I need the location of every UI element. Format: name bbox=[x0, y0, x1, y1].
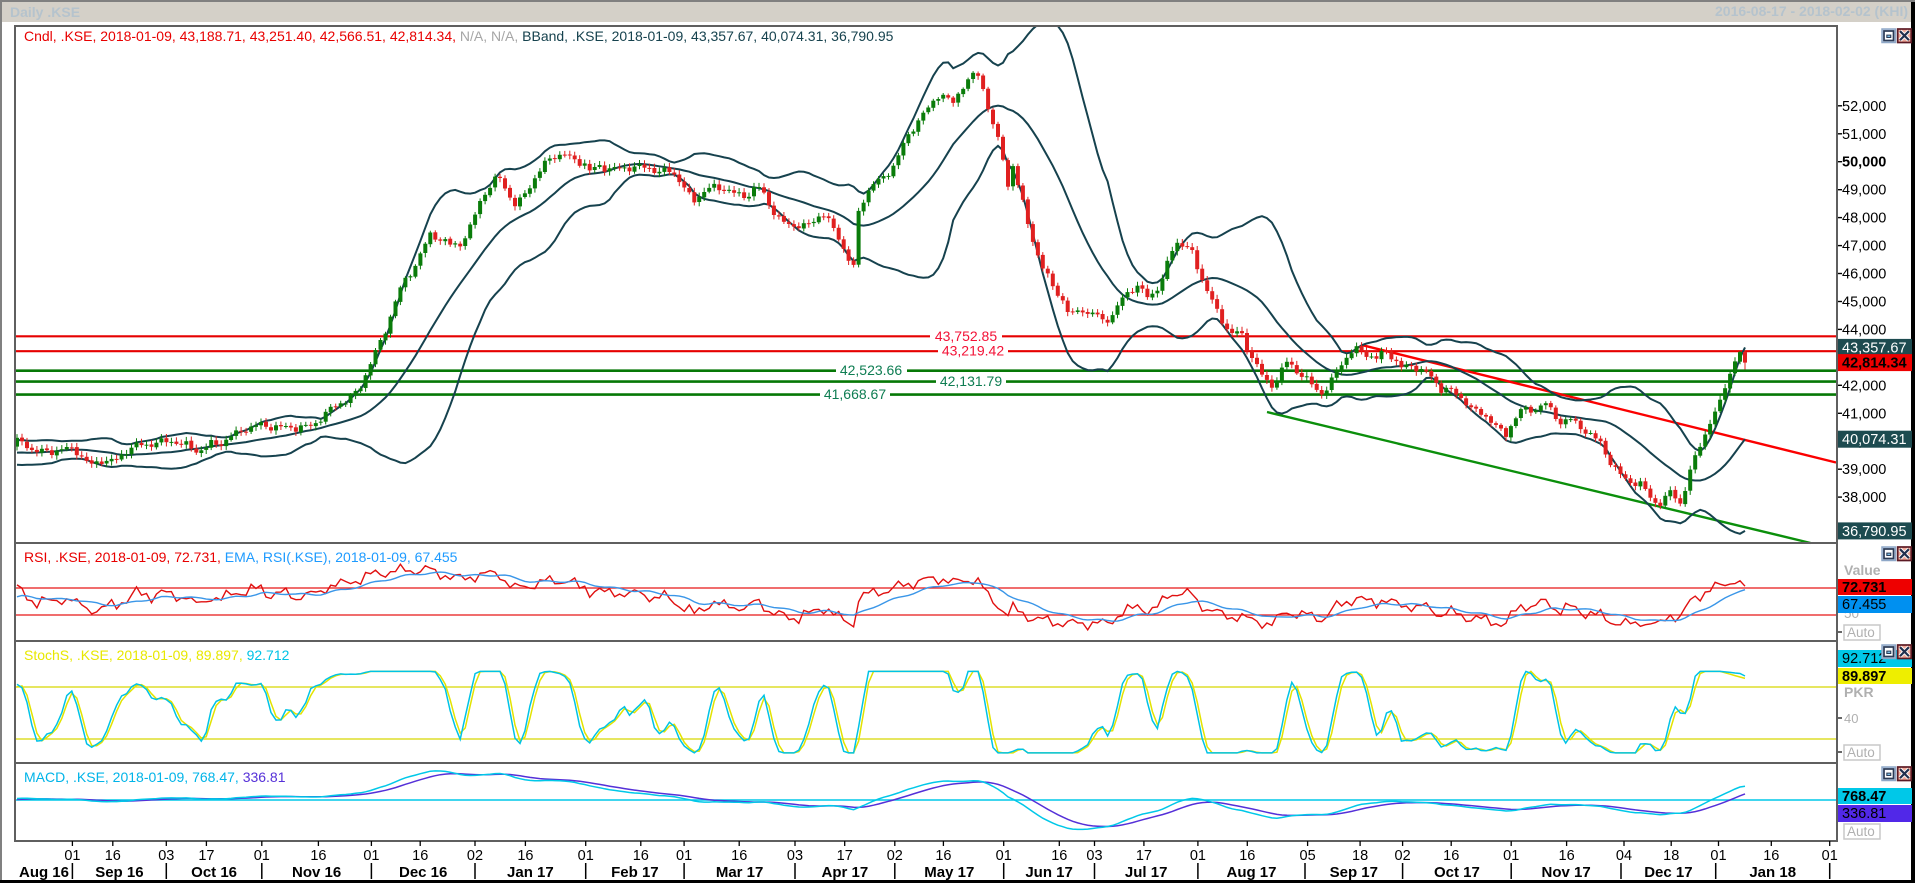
svg-text:2016-08-17 - 2018-02-02 (KHI): 2016-08-17 - 2018-02-02 (KHI) bbox=[1715, 3, 1908, 19]
svg-text:42,131.79: 42,131.79 bbox=[940, 373, 1002, 389]
svg-text:16: 16 bbox=[517, 848, 533, 864]
svg-text:Aug 17: Aug 17 bbox=[1226, 864, 1276, 881]
svg-text:Aug 16: Aug 16 bbox=[19, 864, 69, 881]
svg-text:16: 16 bbox=[1443, 848, 1459, 864]
svg-text:01: 01 bbox=[1190, 848, 1206, 864]
svg-text:16: 16 bbox=[731, 848, 747, 864]
svg-text:41,668.67: 41,668.67 bbox=[824, 386, 886, 402]
svg-text:01: 01 bbox=[64, 848, 80, 864]
svg-text:02: 02 bbox=[887, 848, 903, 864]
svg-text:89.897: 89.897 bbox=[1842, 669, 1886, 685]
svg-text:Sep 17: Sep 17 bbox=[1330, 864, 1378, 881]
svg-text:336.81: 336.81 bbox=[1842, 806, 1886, 822]
svg-text:PKR: PKR bbox=[1844, 684, 1874, 700]
svg-text:16: 16 bbox=[310, 848, 326, 864]
svg-text:44,000: 44,000 bbox=[1842, 322, 1886, 338]
svg-text:16: 16 bbox=[1559, 848, 1575, 864]
svg-text:92.712: 92.712 bbox=[1842, 651, 1886, 667]
svg-text:05: 05 bbox=[1300, 848, 1316, 864]
svg-text:Auto: Auto bbox=[1847, 745, 1875, 760]
svg-text:Oct 17: Oct 17 bbox=[1434, 864, 1480, 881]
svg-text:Daily .KSE: Daily .KSE bbox=[10, 4, 80, 20]
svg-text:45,000: 45,000 bbox=[1842, 295, 1886, 311]
svg-text:Apr 17: Apr 17 bbox=[822, 864, 869, 881]
svg-text:03: 03 bbox=[158, 848, 174, 864]
svg-text:16: 16 bbox=[105, 848, 121, 864]
svg-text:43,752.85: 43,752.85 bbox=[935, 328, 997, 344]
svg-text:Mar 17: Mar 17 bbox=[716, 864, 764, 881]
svg-text:18: 18 bbox=[1352, 848, 1368, 864]
svg-text:39,000: 39,000 bbox=[1842, 462, 1886, 478]
svg-text:46,000: 46,000 bbox=[1842, 267, 1886, 283]
svg-text:41,000: 41,000 bbox=[1842, 406, 1886, 422]
svg-text:42,814.34: 42,814.34 bbox=[1842, 356, 1907, 372]
svg-text:01: 01 bbox=[578, 848, 594, 864]
svg-text:May 17: May 17 bbox=[924, 864, 974, 881]
svg-text:Jan 17: Jan 17 bbox=[507, 864, 554, 881]
svg-text:48,000: 48,000 bbox=[1842, 211, 1886, 227]
svg-text:67.455: 67.455 bbox=[1842, 597, 1886, 613]
svg-text:Jul 17: Jul 17 bbox=[1125, 864, 1168, 881]
svg-text:17: 17 bbox=[1136, 848, 1152, 864]
svg-text:03: 03 bbox=[787, 848, 803, 864]
svg-text:Dec 17: Dec 17 bbox=[1644, 864, 1692, 881]
svg-text:17: 17 bbox=[837, 848, 853, 864]
svg-text:38,000: 38,000 bbox=[1842, 490, 1886, 506]
svg-text:01: 01 bbox=[254, 848, 270, 864]
svg-text:18: 18 bbox=[1663, 848, 1679, 864]
svg-text:52,000: 52,000 bbox=[1842, 99, 1886, 115]
svg-text:42,523.66: 42,523.66 bbox=[840, 362, 902, 378]
svg-text:Nov 16: Nov 16 bbox=[292, 864, 341, 881]
svg-text:01: 01 bbox=[1503, 848, 1519, 864]
svg-text:Cndl, .KSE, 2018-01-09, 43,188: Cndl, .KSE, 2018-01-09, 43,188.71, 43,25… bbox=[24, 28, 894, 44]
svg-text:03: 03 bbox=[1086, 848, 1102, 864]
svg-text:01: 01 bbox=[996, 848, 1012, 864]
svg-text:02: 02 bbox=[1395, 848, 1411, 864]
svg-text:StochS, .KSE, 2018-01-09, 89.8: StochS, .KSE, 2018-01-09, 89.897, 92.712 bbox=[24, 647, 290, 663]
svg-text:Value: Value bbox=[1844, 562, 1881, 578]
svg-text:01: 01 bbox=[1822, 848, 1838, 864]
svg-text:49,000: 49,000 bbox=[1842, 183, 1886, 199]
svg-text:Jan 18: Jan 18 bbox=[1749, 864, 1796, 881]
svg-text:50,000: 50,000 bbox=[1842, 155, 1886, 171]
svg-text:17: 17 bbox=[198, 848, 214, 864]
svg-text:Dec 16: Dec 16 bbox=[399, 864, 447, 881]
svg-text:Auto: Auto bbox=[1847, 824, 1875, 839]
svg-text:Sep 16: Sep 16 bbox=[95, 864, 143, 881]
svg-text:16: 16 bbox=[1763, 848, 1779, 864]
svg-text:43,357.67: 43,357.67 bbox=[1842, 340, 1907, 356]
svg-text:Nov 17: Nov 17 bbox=[1541, 864, 1590, 881]
svg-text:16: 16 bbox=[1051, 848, 1067, 864]
svg-text:16: 16 bbox=[412, 848, 428, 864]
svg-text:04: 04 bbox=[1616, 848, 1632, 864]
svg-text:Auto: Auto bbox=[1847, 625, 1875, 640]
svg-text:MACD, .KSE, 2018-01-09, 768.47: MACD, .KSE, 2018-01-09, 768.47, 336.81 bbox=[24, 769, 286, 785]
svg-text:Feb 17: Feb 17 bbox=[611, 864, 659, 881]
svg-text:16: 16 bbox=[1239, 848, 1255, 864]
svg-text:43,219.42: 43,219.42 bbox=[942, 343, 1004, 359]
svg-text:Jun 17: Jun 17 bbox=[1025, 864, 1073, 881]
svg-text:36,790.95: 36,790.95 bbox=[1842, 524, 1907, 540]
svg-text:72.731: 72.731 bbox=[1842, 580, 1886, 596]
svg-text:16: 16 bbox=[633, 848, 649, 864]
svg-text:02: 02 bbox=[467, 848, 483, 864]
svg-text:40,074.31: 40,074.31 bbox=[1842, 432, 1907, 448]
svg-text:16: 16 bbox=[935, 848, 951, 864]
svg-text:01: 01 bbox=[676, 848, 692, 864]
svg-text:40: 40 bbox=[1844, 711, 1858, 726]
svg-text:Oct 16: Oct 16 bbox=[191, 864, 237, 881]
svg-text:768.47: 768.47 bbox=[1842, 789, 1886, 805]
svg-text:47,000: 47,000 bbox=[1842, 239, 1886, 255]
svg-text:51,000: 51,000 bbox=[1842, 127, 1886, 143]
svg-text:01: 01 bbox=[363, 848, 379, 864]
svg-text:01: 01 bbox=[1710, 848, 1726, 864]
svg-text:42,000: 42,000 bbox=[1842, 378, 1886, 394]
svg-text:RSI, .KSE, 2018-01-09, 72.731,: RSI, .KSE, 2018-01-09, 72.731, EMA, RSI(… bbox=[24, 549, 458, 565]
